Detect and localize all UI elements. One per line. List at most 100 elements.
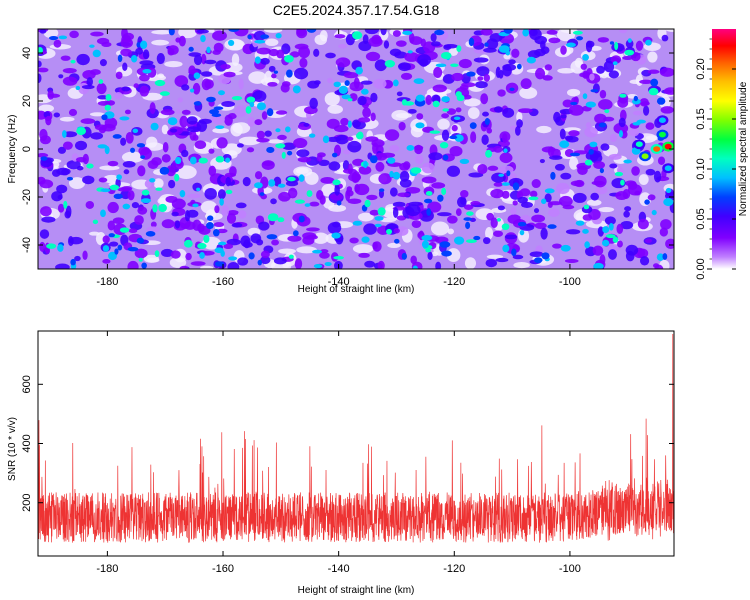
spectrogram-peak [503, 29, 513, 34]
spectrogram-speckle [427, 251, 433, 261]
spectrogram-speckle [480, 29, 493, 36]
spectrogram-low-region [151, 29, 173, 35]
spectrogram-speckle [146, 226, 161, 233]
spectrogram-peak [599, 167, 605, 174]
spectrogram-speckle [254, 119, 263, 126]
spectrogram-blobs [38, 29, 674, 269]
spectrogram-peak [277, 217, 285, 223]
spectrogram-speckle [313, 80, 321, 85]
spectrogram-peak [196, 187, 201, 192]
spectrogram-speckle [335, 57, 351, 68]
spectrogram-speckle [39, 128, 48, 141]
spectrogram-peak [439, 142, 449, 149]
spectrogram-peak [664, 165, 672, 171]
spectrogram-peak [130, 54, 138, 63]
spectrogram-peak [439, 241, 451, 248]
spectrogram-speckle [98, 126, 106, 134]
spectrogram-peak [140, 198, 152, 204]
spectrogram-peak [112, 134, 122, 139]
spectrogram-speckle [593, 175, 607, 188]
spectrogram-speckle [247, 116, 256, 127]
spectrogram-speckle [109, 241, 119, 247]
spectrogram-peak [292, 230, 299, 237]
spectrogram-speckle [294, 67, 309, 80]
spectrogram-speckle [657, 156, 666, 166]
spectrogram-speckle [139, 74, 150, 82]
spectrogram-low-region [327, 104, 343, 114]
spectrogram-speckle [250, 29, 262, 32]
spectrogram-peak [604, 109, 610, 114]
spectrogram-speckle [51, 191, 63, 202]
spectrogram-low-region [430, 221, 450, 236]
spectrogram-peak [266, 108, 274, 117]
spectrogram-peak [415, 122, 425, 129]
spectrogram-speckle [411, 220, 422, 229]
spectrogram-speckle [643, 105, 650, 116]
spectrogram-peak [219, 198, 224, 206]
spectrogram-peak [247, 34, 252, 40]
spectrogram-speckle [501, 190, 510, 199]
spectrogram-speckle [483, 47, 497, 53]
spectrogram-peak [361, 88, 369, 95]
spectrogram-speckle [347, 163, 353, 175]
spectrogram-speckle [363, 223, 377, 235]
spectrogram-peak [231, 96, 243, 101]
spectrogram-low-region [121, 151, 144, 163]
spectrogram-peak [100, 188, 111, 193]
spectrogram-peak [275, 33, 282, 39]
spectrogram-peak [275, 128, 281, 133]
spectrogram-speckle [107, 201, 119, 214]
spectrogram-peak [48, 36, 59, 41]
colorbar-tick-label: 0.00 [695, 258, 707, 279]
spectrogram-speckle [548, 201, 563, 206]
spectrogram-speckle [273, 257, 287, 265]
spectrogram-peak [246, 96, 256, 104]
spectrogram-speckle [302, 232, 317, 240]
spectrogram-peak [575, 220, 585, 226]
spectrogram-speckle [115, 71, 123, 80]
spectrogram-speckle [405, 186, 421, 194]
spectrogram-speckle [200, 71, 213, 77]
spectrogram-peak [352, 31, 363, 40]
spectrogram-speckle [168, 179, 176, 189]
spectrogram-speckle [329, 193, 344, 201]
spectrogram-peak [401, 252, 407, 260]
spectrogram-speckle [74, 140, 88, 151]
spectrogram-speckle [254, 171, 263, 180]
spectrogram-speckle [223, 243, 234, 249]
spectrogram-peak [392, 171, 401, 180]
spectrogram-speckle [559, 128, 566, 140]
spectrogram-peak [333, 81, 341, 88]
spectrogram-peak [635, 141, 643, 147]
spectrogram-speckle [169, 128, 178, 133]
spectrogram-low-region [265, 38, 279, 47]
spectrogram-speckle [398, 121, 406, 131]
spectrogram-speckle [493, 106, 503, 113]
spectrogram-speckle [338, 43, 348, 49]
spectrogram-speckle [273, 176, 282, 187]
spectrogram-speckle [362, 107, 371, 119]
spectrogram-speckle [147, 160, 159, 169]
spectrogram-speckle [405, 204, 421, 217]
spectrogram-speckle [431, 182, 446, 189]
x-tick-label: -120 [443, 276, 465, 288]
spectrogram-speckle [630, 51, 641, 62]
spectrogram-peak [442, 154, 449, 161]
spectrogram-speckle [62, 76, 78, 86]
spectrogram-speckle [407, 108, 417, 114]
spectrogram-speckle [562, 99, 573, 108]
spectrogram-speckle [69, 30, 79, 39]
spectrogram-speckle [497, 205, 505, 211]
colorbar-tick-label: 0.15 [695, 108, 707, 129]
spectrogram-peak [569, 152, 581, 157]
spectrogram-speckle [221, 101, 235, 107]
spectrogram-peak [136, 41, 141, 48]
spectrogram-speckle [260, 250, 270, 259]
spectrogram-speckle [264, 130, 272, 137]
spectrogram-peak [100, 209, 106, 218]
spectrogram-speckle [470, 201, 481, 206]
spectrogram-low-region [567, 88, 581, 97]
spectrogram-peak [62, 130, 67, 138]
spectrogram-peak [149, 178, 156, 183]
spectrogram-speckle [268, 65, 276, 72]
